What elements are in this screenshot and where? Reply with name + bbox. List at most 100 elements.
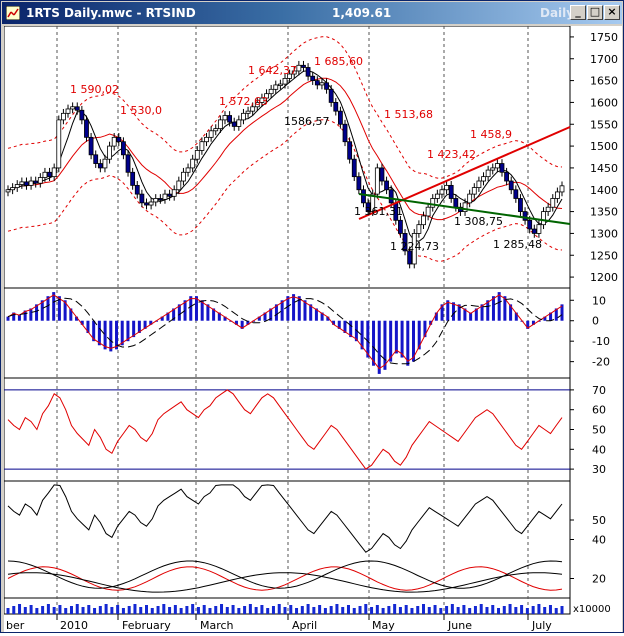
volume-bar	[87, 605, 91, 614]
macd-bar	[332, 320, 336, 325]
volume-bar	[525, 608, 529, 614]
candle	[430, 198, 436, 208]
candle	[287, 73, 293, 79]
adx-axis-label: 40	[592, 534, 606, 547]
volume-bar	[318, 605, 322, 614]
volume-bar	[6, 608, 10, 614]
rsi-axis-label: 50	[592, 424, 606, 437]
pane-border-rsi	[3, 377, 571, 482]
candle	[153, 198, 159, 203]
candle	[277, 83, 283, 86]
candle	[61, 112, 66, 121]
volume-bar	[225, 607, 229, 614]
volume-bar	[398, 607, 402, 614]
candle	[462, 202, 468, 212]
macd-bar	[480, 304, 484, 321]
x-axis-label: April	[292, 619, 317, 632]
candle	[536, 224, 542, 234]
adx-main-line	[7, 484, 563, 553]
volume-bar	[491, 605, 495, 614]
window-title: 1RTS Daily.mwc - RTSIND	[26, 6, 196, 20]
candle	[485, 169, 491, 178]
chart-canvas[interactable]: 1750 1700 1650 1600 1550 1500 1450 1400 1350 1300…	[3, 25, 622, 632]
candle	[439, 189, 445, 195]
dmi-plus-line	[7, 566, 563, 591]
macd-bar	[183, 300, 187, 321]
minimize-button[interactable]: _	[570, 5, 586, 20]
candle	[467, 193, 473, 204]
maximize-button[interactable]: □	[587, 5, 603, 20]
macd-bar	[429, 320, 433, 325]
volume-bar	[243, 606, 247, 614]
macd-bar	[451, 302, 455, 321]
macd-bar	[212, 308, 216, 321]
candle	[291, 70, 297, 75]
candle	[264, 93, 269, 99]
candle	[504, 171, 510, 182]
title-bar[interactable]: 1RTS Daily.mwc - RTSIND 1,409.61 Daily _…	[2, 2, 622, 24]
volume-bar	[202, 605, 206, 614]
volume-bar	[462, 605, 466, 614]
volume-bar	[231, 605, 235, 614]
candle	[434, 193, 440, 199]
macd-bar	[474, 308, 478, 321]
candle	[28, 180, 34, 186]
macd-bar	[497, 292, 501, 321]
rsi-axis-label: 60	[592, 404, 606, 417]
candle	[481, 176, 486, 182]
volume-bar	[427, 607, 431, 614]
volume-bar	[404, 605, 408, 614]
candle	[254, 102, 260, 108]
candle	[361, 189, 366, 204]
volume-bar	[196, 607, 200, 614]
volume-bar	[156, 606, 160, 614]
macd-bar	[29, 308, 33, 321]
macd-bar	[194, 296, 198, 321]
macd-bar	[160, 316, 164, 321]
candle	[554, 191, 560, 199]
macd-bar	[349, 320, 353, 338]
macd-bar	[137, 320, 141, 333]
macd-bar	[377, 320, 381, 374]
macd-bar	[206, 304, 210, 321]
close-button[interactable]: ×	[604, 5, 620, 20]
macd-bar	[132, 320, 136, 338]
macd-bar	[394, 320, 398, 354]
rsi-axis-label: 40	[592, 443, 606, 456]
macd-bar	[143, 320, 147, 329]
volume-bar	[323, 608, 327, 614]
volume-bars	[6, 604, 564, 614]
macd-bar	[303, 300, 307, 321]
candle	[125, 154, 131, 173]
macd-bar	[115, 320, 119, 350]
volume-bar	[312, 607, 316, 614]
candle	[425, 206, 431, 217]
volume-bar	[260, 605, 264, 614]
volume-bar	[450, 604, 454, 614]
macd-bar	[526, 320, 530, 329]
price-annotation-red: 1 513,68	[384, 108, 433, 121]
volume-bar	[191, 604, 195, 614]
candle	[204, 136, 209, 143]
volume-bar	[104, 604, 108, 614]
volume-bar	[416, 606, 420, 614]
volume-bar	[133, 604, 137, 614]
macd-bar	[423, 320, 427, 338]
price-annotation-black: 1 285,48	[493, 238, 542, 251]
candle	[167, 193, 172, 197]
macd-bar	[217, 312, 221, 321]
candle	[37, 177, 43, 184]
macd-bar	[75, 316, 79, 321]
volume-bar	[473, 606, 477, 614]
candle	[194, 150, 200, 160]
volume-bar	[81, 607, 85, 614]
candle	[268, 88, 274, 95]
candle	[513, 189, 519, 199]
macd-bar	[23, 310, 27, 321]
macd-bar	[200, 300, 204, 321]
chart-area[interactable]: 1750 1700 1650 1600 1550 1500 1450 1400 1350 1300…	[3, 25, 622, 632]
macd-bar	[440, 304, 444, 321]
macd-bar	[177, 304, 181, 321]
macd-bar	[286, 296, 290, 321]
volume-bar	[254, 607, 258, 614]
